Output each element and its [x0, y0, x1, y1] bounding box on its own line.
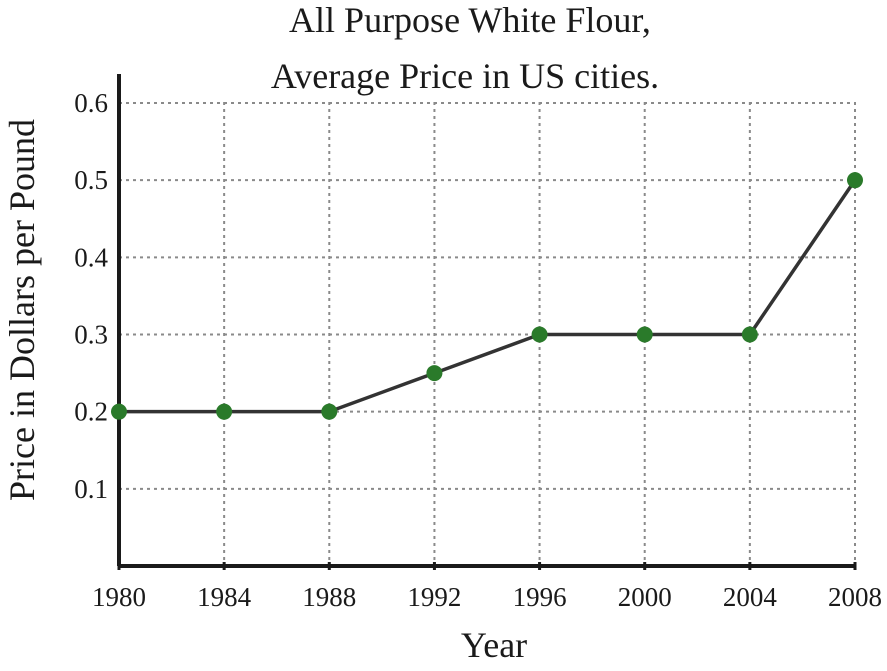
- x-tick-label: 1996: [513, 582, 567, 612]
- y-tick-label: 0.3: [74, 320, 108, 350]
- y-tick-label: 0.6: [74, 88, 108, 118]
- x-tick-label: 2004: [723, 582, 778, 612]
- y-axis-label: Price in Dollars per Pound: [2, 119, 42, 501]
- x-ticks: 1980 1984 1988 1992 1996 2000 2004 2008: [92, 562, 882, 612]
- chart-title-line-1: All Purpose White Flour,: [289, 0, 651, 40]
- data-point: [847, 172, 863, 189]
- y-tick-label: 0.5: [74, 165, 108, 195]
- x-tick-label: 2008: [828, 582, 882, 612]
- y-tick-label: 0.1: [74, 474, 108, 504]
- y-tick-label: 0.2: [74, 397, 108, 427]
- x-tick-label: 1984: [197, 582, 252, 612]
- chart-title-line-2: Average Price in US cities.: [271, 56, 659, 96]
- y-ticks: 0.1 0.2 0.3 0.4 0.5 0.6: [74, 88, 108, 504]
- data-point: [531, 326, 548, 343]
- x-tick-label: 2000: [618, 582, 672, 612]
- data-point: [426, 365, 443, 382]
- x-axis-label: Year: [461, 625, 527, 665]
- data-point: [111, 403, 127, 420]
- x-tick-label: 1992: [407, 582, 461, 612]
- data-point: [216, 403, 233, 420]
- y-tick-label: 0.4: [74, 242, 108, 272]
- x-tick-label: 1980: [92, 582, 146, 612]
- series-line: [119, 179, 857, 414]
- data-point: [321, 403, 338, 420]
- data-point: [741, 326, 758, 343]
- data-point: [636, 326, 653, 343]
- series-group: [111, 172, 863, 420]
- x-tick-label: 1988: [302, 582, 356, 612]
